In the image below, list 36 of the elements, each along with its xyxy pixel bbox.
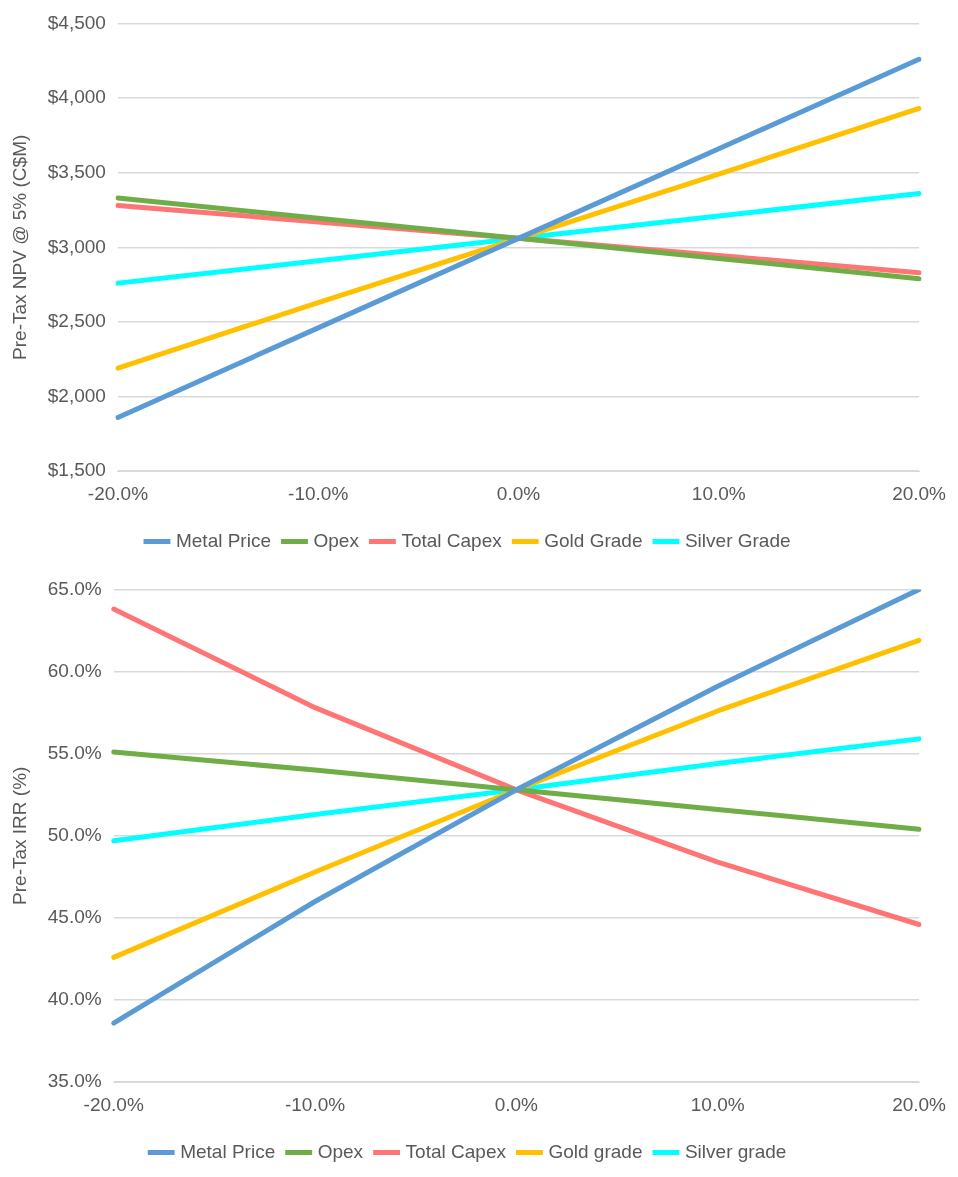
- y-tick-label: $2,500: [47, 310, 106, 332]
- y-tick-label: 35.0%: [47, 1070, 102, 1092]
- y-tick-label: 45.0%: [47, 906, 102, 928]
- y-tick-label: $3,500: [47, 160, 106, 182]
- y-tick-label: 55.0%: [47, 741, 102, 763]
- y-tick-label: 60.0%: [47, 659, 102, 681]
- y-tick-label: $3,000: [47, 235, 106, 257]
- legend-label: Total Capex: [401, 529, 503, 551]
- x-tick-label: 20.0%: [892, 482, 947, 504]
- x-tick-label: -20.0%: [83, 1093, 144, 1115]
- legend-label: Gold Grade: [544, 529, 643, 551]
- y-tick-label: $1,500: [47, 459, 106, 481]
- x-tick-label: 10.0%: [690, 1093, 745, 1115]
- y-tick-label: 65.0%: [47, 577, 102, 599]
- x-tick-label: 0.0%: [496, 482, 541, 504]
- legend-label: Metal Price: [180, 1140, 276, 1162]
- y-tick-label: $2,000: [47, 384, 106, 406]
- x-tick-label: 0.0%: [494, 1093, 539, 1115]
- legend-label: Silver Grade: [684, 529, 791, 551]
- legend-label: Opex: [313, 529, 360, 551]
- x-tick-label: -10.0%: [284, 1093, 346, 1115]
- x-tick-label: 20.0%: [892, 1093, 947, 1115]
- y-tick-label: $4,500: [47, 11, 106, 33]
- legend-label: Total Capex: [405, 1140, 507, 1162]
- y-tick-label: 40.0%: [47, 988, 102, 1010]
- legend-label: Silver grade: [684, 1140, 787, 1162]
- x-tick-label: -10.0%: [288, 482, 349, 504]
- legend-label: Opex: [317, 1140, 364, 1162]
- y-tick-label: 50.0%: [47, 824, 102, 846]
- legend-label: Gold grade: [548, 1140, 643, 1162]
- y-axis-title: Pre-Tax IRR (%): [8, 766, 30, 905]
- x-tick-label: -20.0%: [87, 482, 149, 504]
- y-tick-label: $4,000: [47, 86, 106, 108]
- x-tick-label: 10.0%: [691, 482, 746, 504]
- y-axis-title: Pre-Tax NPV @ 5% (C$M): [8, 134, 30, 360]
- legend-label: Metal Price: [175, 529, 271, 551]
